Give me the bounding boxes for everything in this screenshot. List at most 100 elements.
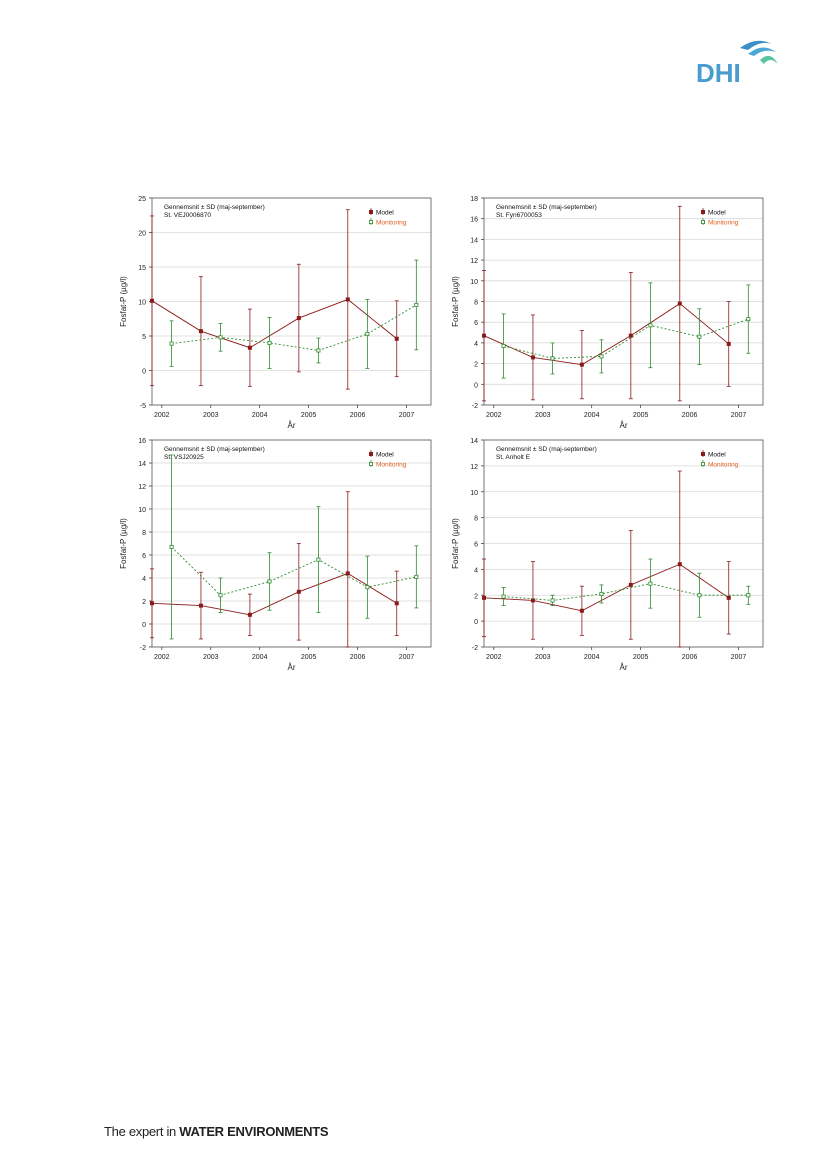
series-line — [503, 318, 749, 359]
y-tick-label: -2 — [140, 645, 146, 652]
x-tick-label: 2004 — [252, 654, 268, 661]
legend-label: Model — [376, 452, 394, 459]
series-monitoring — [501, 282, 751, 379]
footer-emphasis: WATER ENVIRONMENTS — [179, 1124, 329, 1139]
x-tick-label: 2003 — [203, 412, 219, 419]
y-tick-label: 25 — [138, 196, 146, 203]
logo-wave-2 — [748, 47, 776, 56]
data-point — [599, 591, 604, 596]
data-point — [218, 593, 223, 598]
y-tick-label: 10 — [138, 507, 146, 514]
data-point — [677, 301, 682, 306]
data-point — [746, 317, 751, 322]
y-tick-label: 14 — [470, 237, 478, 244]
y-tick-label: 14 — [138, 461, 146, 468]
series-line — [483, 563, 729, 612]
data-point — [198, 329, 203, 334]
y-tick-label: 8 — [474, 516, 478, 523]
x-tick-label: 2004 — [584, 654, 600, 661]
y-tick-label: -2 — [472, 645, 478, 652]
y-tick-label: -2 — [472, 403, 478, 410]
x-tick-label: 2007 — [399, 412, 415, 419]
annotation-line2: St. Fyn6700053 — [496, 212, 542, 219]
x-tick-label: 2005 — [301, 654, 317, 661]
y-tick-label: 8 — [474, 300, 478, 307]
chart-svg: -2 0 2 4 6 8 10 12 14 16 2002 2003 2004 2005 2006 2007 Å… — [119, 438, 432, 672]
chart-fyn6700053: -2 0 2 4 6 8 10 12 14 16 18 2002 2003 2004 2005 2006 200… — [432, 190, 782, 435]
legend-marker — [700, 461, 705, 466]
legend-marker — [700, 219, 705, 224]
data-point — [365, 585, 370, 590]
annotation-line1: Gennemsnit ± SD (maj-september) — [164, 446, 265, 453]
series-model — [150, 491, 399, 648]
data-point — [482, 333, 487, 338]
data-point — [169, 341, 174, 346]
x-tick-label: 2002 — [486, 412, 502, 419]
logo-text: DHI — [696, 58, 741, 86]
y-tick-label: 6 — [474, 320, 478, 327]
data-point — [550, 356, 555, 361]
annotation-line2: St. VSJ20925 — [164, 454, 204, 461]
data-point — [648, 581, 653, 586]
series-monitoring — [169, 259, 419, 369]
y-axis-label: Fosfat-P (µg/l) — [119, 518, 128, 569]
data-point — [198, 603, 203, 608]
series-line — [503, 583, 749, 601]
y-tick-label: 12 — [470, 258, 478, 265]
series-monitoring — [501, 558, 751, 618]
series-line — [171, 546, 417, 596]
legend-label: Model — [708, 210, 726, 217]
y-tick-label: 12 — [470, 464, 478, 471]
data-point — [296, 316, 301, 321]
series-line — [171, 304, 417, 351]
legend-marker — [368, 451, 373, 456]
x-axis-label: År — [288, 421, 296, 430]
data-point — [169, 544, 174, 549]
data-point — [746, 593, 751, 598]
x-tick-label: 2003 — [203, 654, 219, 661]
series-model — [482, 470, 731, 648]
data-point — [345, 571, 350, 576]
y-tick-label: 10 — [470, 279, 478, 286]
y-tick-label: 12 — [138, 484, 146, 491]
series-model — [150, 209, 399, 390]
data-point — [579, 608, 584, 613]
footer-lead: The expert in — [104, 1124, 180, 1139]
data-point — [726, 341, 731, 346]
plot-frame — [483, 439, 764, 648]
data-point — [628, 582, 633, 587]
data-point — [316, 557, 321, 562]
y-tick-label: 10 — [138, 300, 146, 307]
y-axis-label: Fosfat-P (µg/l) — [451, 276, 460, 327]
data-point — [677, 562, 682, 567]
series-line — [151, 572, 397, 616]
y-axis-label: Fosfat-P (µg/l) — [451, 518, 460, 569]
y-tick-label: 20 — [138, 231, 146, 238]
x-axis-label: År — [620, 663, 628, 672]
y-tick-label: 0 — [474, 382, 478, 389]
legend-marker — [700, 451, 705, 456]
data-point — [579, 362, 584, 367]
x-tick-label: 2003 — [535, 654, 551, 661]
y-tick-label: 6 — [474, 542, 478, 549]
footer-tagline: The expert in WATER ENVIRONMENTS — [104, 1124, 329, 1139]
x-tick-label: 2002 — [154, 654, 170, 661]
data-point — [394, 601, 399, 606]
legend-label: Model — [708, 452, 726, 459]
y-tick-label: 10 — [470, 490, 478, 497]
y-tick-label: 0 — [142, 369, 146, 376]
legend-marker — [368, 209, 373, 214]
series-model — [482, 205, 731, 402]
legend-label: Model — [376, 210, 394, 217]
data-point — [414, 302, 419, 307]
x-tick-label: 2006 — [682, 412, 698, 419]
legend-marker — [368, 219, 373, 224]
y-tick-label: 8 — [142, 530, 146, 537]
x-tick-label: 2005 — [301, 412, 317, 419]
chart-anholt-e: -2 0 2 4 6 8 10 12 14 2002 2003 2004 2005 2006 2007 År F… — [432, 432, 782, 677]
y-tick-label: 2 — [474, 593, 478, 600]
legend-label: Monitoring — [708, 220, 739, 227]
data-point — [394, 336, 399, 341]
data-point — [345, 297, 350, 302]
data-point — [267, 579, 272, 584]
